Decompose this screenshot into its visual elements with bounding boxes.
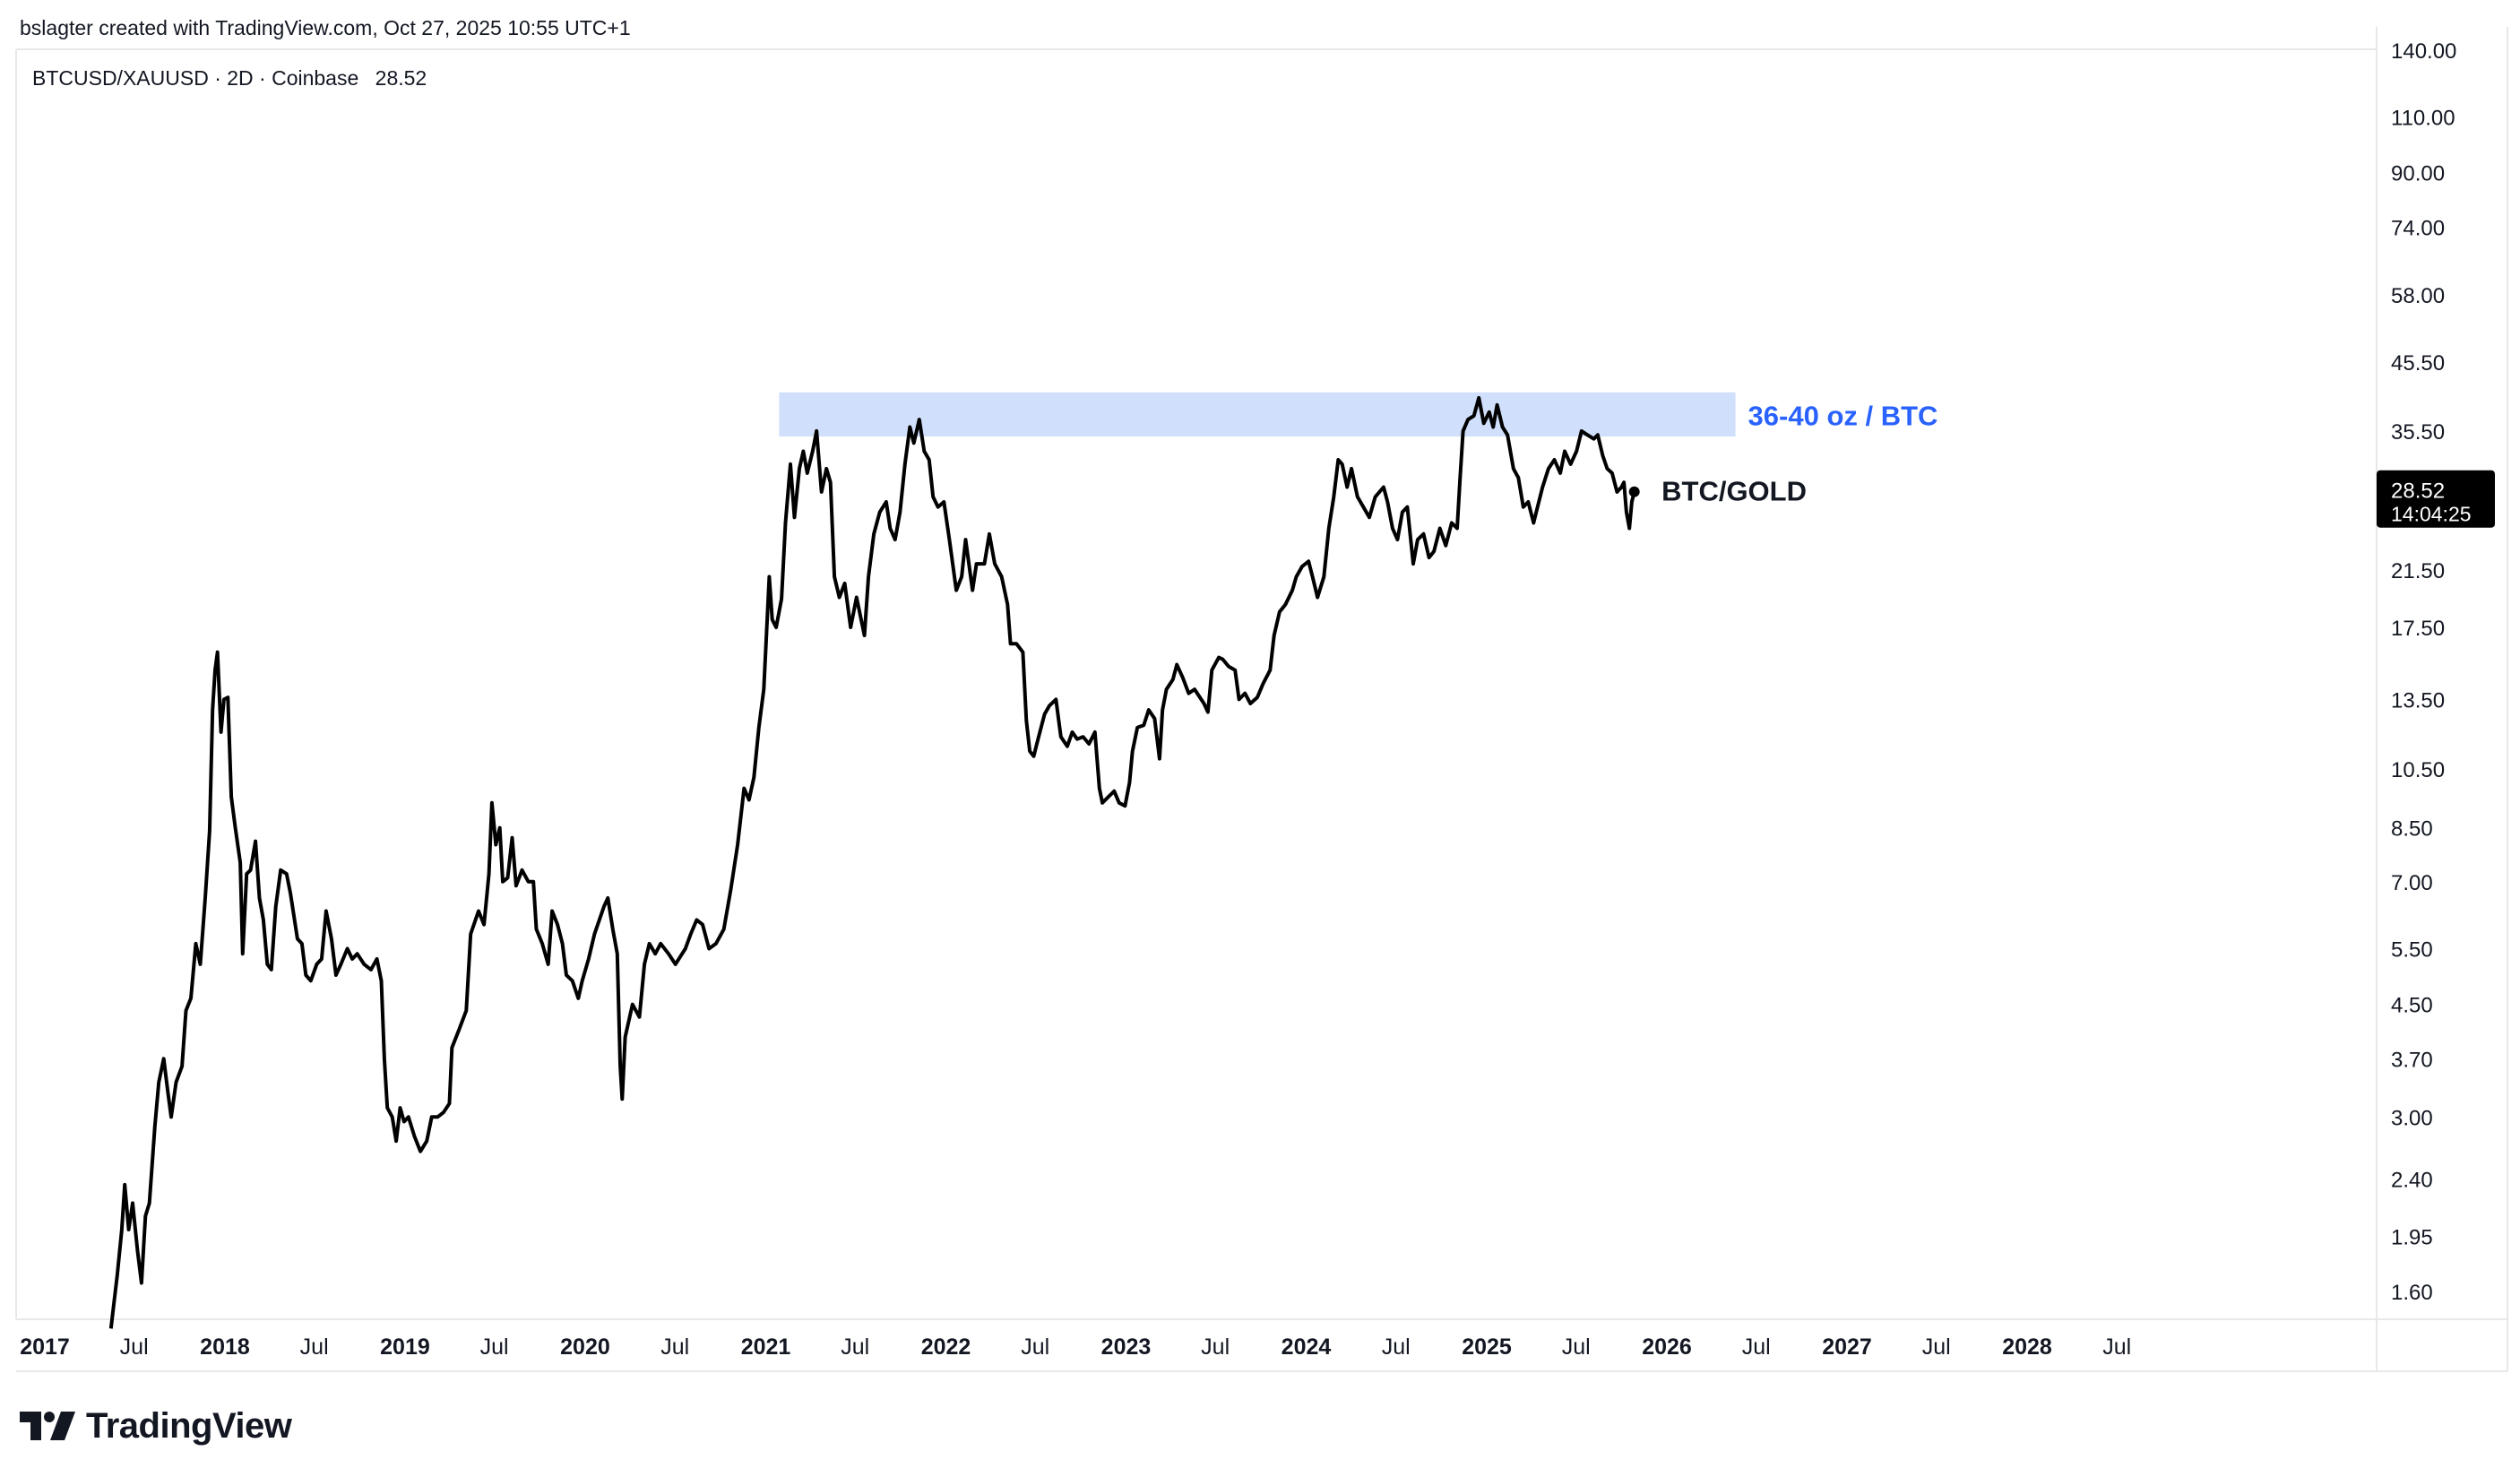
x-tick-label: 2025 [1462, 1334, 1512, 1360]
x-tick-label: 2028 [2002, 1334, 2052, 1360]
tradingview-logo-icon [20, 1412, 75, 1440]
y-tick-label: 74.00 [2391, 216, 2445, 240]
y-tick-label: 90.00 [2391, 162, 2445, 186]
y-tick-label: 2.40 [2391, 1168, 2433, 1192]
y-tick-label: 5.50 [2391, 938, 2433, 963]
x-tick-label: 2023 [1101, 1334, 1152, 1360]
y-tick-label: 140.00 [2391, 39, 2456, 64]
x-tick-label: 2026 [1642, 1334, 1692, 1360]
x-tick-label: Jul [480, 1334, 509, 1360]
y-tick-label: 110.00 [2391, 107, 2455, 131]
last-point-marker [1628, 486, 1640, 497]
x-tick-label: Jul [1382, 1334, 1411, 1360]
y-tick-label: 3.70 [2391, 1048, 2433, 1072]
y-tick-label: 7.00 [2391, 871, 2433, 895]
price-tag-value: 28.52 [2391, 479, 2445, 504]
series-line[interactable] [108, 395, 1636, 1329]
x-tick-label: 2017 [20, 1334, 70, 1360]
y-tick-label: 8.50 [2391, 817, 2433, 842]
y-tick-label: 1.95 [2391, 1226, 2433, 1250]
chart-frame [15, 27, 2508, 1372]
x-tick-label: 2018 [200, 1334, 250, 1360]
y-tick-label: 3.00 [2391, 1106, 2433, 1130]
x-tick-label: Jul [120, 1334, 149, 1360]
x-tick-label: Jul [841, 1334, 869, 1360]
y-tick-label: 17.50 [2391, 617, 2445, 641]
x-tick-label: Jul [660, 1334, 689, 1360]
y-tick-label: 10.50 [2391, 758, 2445, 782]
y-tick-label: 58.00 [2391, 284, 2445, 308]
y-tick-label: 35.50 [2391, 420, 2445, 445]
x-tick-label: 2027 [1822, 1334, 1872, 1360]
y-tick-label: 21.50 [2391, 559, 2445, 583]
x-tick-label: Jul [1021, 1334, 1049, 1360]
symbol-legend: BTCUSD/XAUUSD · 2D · Coinbase 28.52 [32, 66, 427, 91]
tradingview-logo[interactable]: TradingView [20, 1404, 292, 1448]
x-tick-label: Jul [2102, 1334, 2131, 1360]
zone-label: 36-40 oz / BTC [1748, 400, 1938, 431]
x-tick-label: Jul [1201, 1334, 1230, 1360]
price-tag[interactable] [2377, 470, 2495, 528]
time-scale[interactable]: 2017 Jul 2018 Jul 2019 Jul 2020 Jul 2021 Jul 2022 J… [20, 1334, 2131, 1360]
price-scale[interactable]: 1.60 1.95 2.40 3.00 3.70 4.50 5.50 7.00 8.50 10.5… [2391, 39, 2456, 1305]
target-zone[interactable] [779, 392, 1736, 437]
series-label: BTC/GOLD [1661, 476, 1807, 507]
x-tick-label: 2019 [380, 1334, 430, 1360]
x-tick-label: 2021 [741, 1334, 791, 1360]
y-tick-label: 1.60 [2391, 1281, 2433, 1305]
y-tick-label: 13.50 [2391, 688, 2445, 713]
x-tick-label: 2022 [921, 1334, 971, 1360]
symbol-name[interactable]: BTCUSD/XAUUSD · 2D · Coinbase [32, 66, 359, 90]
symbol-last-value: 28.52 [375, 66, 427, 90]
x-tick-label: 2020 [560, 1334, 610, 1360]
attribution-text: bslagter created with TradingView.com, O… [20, 16, 631, 39]
y-tick-label: 45.50 [2391, 351, 2445, 376]
x-tick-label: Jul [300, 1334, 329, 1360]
x-tick-label: 2024 [1282, 1334, 1332, 1360]
y-tick-label: 4.50 [2391, 994, 2433, 1018]
x-tick-label: Jul [1742, 1334, 1771, 1360]
tradingview-logo-text: TradingView [86, 1405, 292, 1446]
price-tag-countdown: 14:04:25 [2391, 503, 2472, 526]
x-tick-label: Jul [1922, 1334, 1951, 1360]
x-tick-label: Jul [1562, 1334, 1591, 1360]
